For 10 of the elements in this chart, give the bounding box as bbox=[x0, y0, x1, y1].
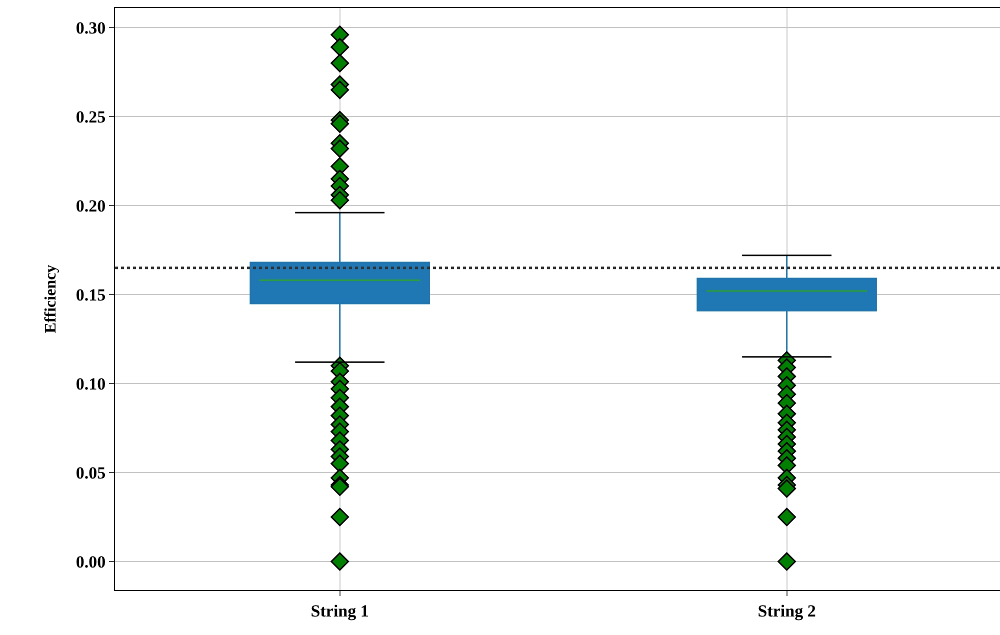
y-tick-label: 0.30 bbox=[76, 18, 106, 38]
x-tick-label: String 2 bbox=[758, 601, 816, 620]
x-tick-label: String 1 bbox=[310, 601, 369, 620]
y-tick-label: 0.00 bbox=[76, 552, 106, 572]
y-tick-label: 0.10 bbox=[76, 374, 106, 394]
y-axis-title: Efficiency bbox=[42, 264, 60, 334]
y-tick-label: 0.15 bbox=[76, 286, 106, 304]
y-tick-label: 0.05 bbox=[76, 463, 106, 482]
y-tick-label: 0.25 bbox=[76, 108, 106, 127]
y-tick-label: 0.20 bbox=[76, 196, 106, 216]
